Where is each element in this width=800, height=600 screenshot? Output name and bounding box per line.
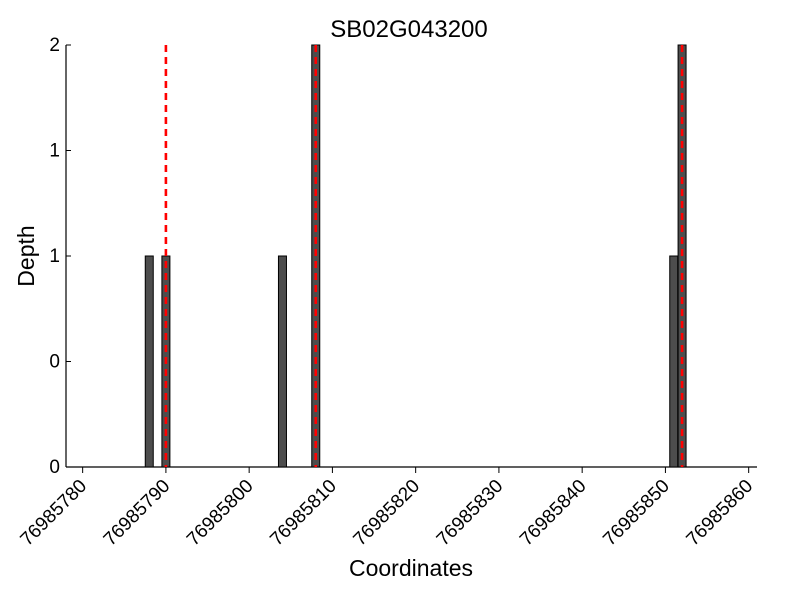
bar-2 — [277, 255, 287, 468]
y-axis-label: Depth — [13, 225, 39, 286]
x-tick-label-8: 76985860 — [683, 476, 758, 551]
x-tick-label-5: 76985830 — [433, 476, 508, 551]
y-tick-label-3: 1 — [49, 141, 60, 162]
x-tick-label-1: 76985790 — [100, 476, 175, 551]
bar-0 — [144, 255, 154, 468]
x-tick-label-4: 76985820 — [350, 476, 425, 551]
chart-title: SB02G043200 — [330, 16, 487, 43]
y-tick-label-1: 0 — [49, 352, 60, 373]
x-tick-label-7: 76985850 — [599, 476, 674, 551]
y-tick-label-4: 2 — [49, 35, 60, 56]
y-tick-label-0: 0 — [49, 457, 60, 478]
x-tick-label-0: 76985780 — [17, 476, 92, 551]
x-tick-label-3: 76985810 — [266, 476, 341, 551]
y-tick-label-2: 1 — [49, 246, 60, 267]
x-tick-label-2: 76985800 — [183, 476, 258, 551]
bar-4 — [669, 255, 679, 468]
x-tick-label-6: 76985840 — [516, 476, 591, 551]
x-axis-label: Coordinates — [349, 555, 473, 581]
